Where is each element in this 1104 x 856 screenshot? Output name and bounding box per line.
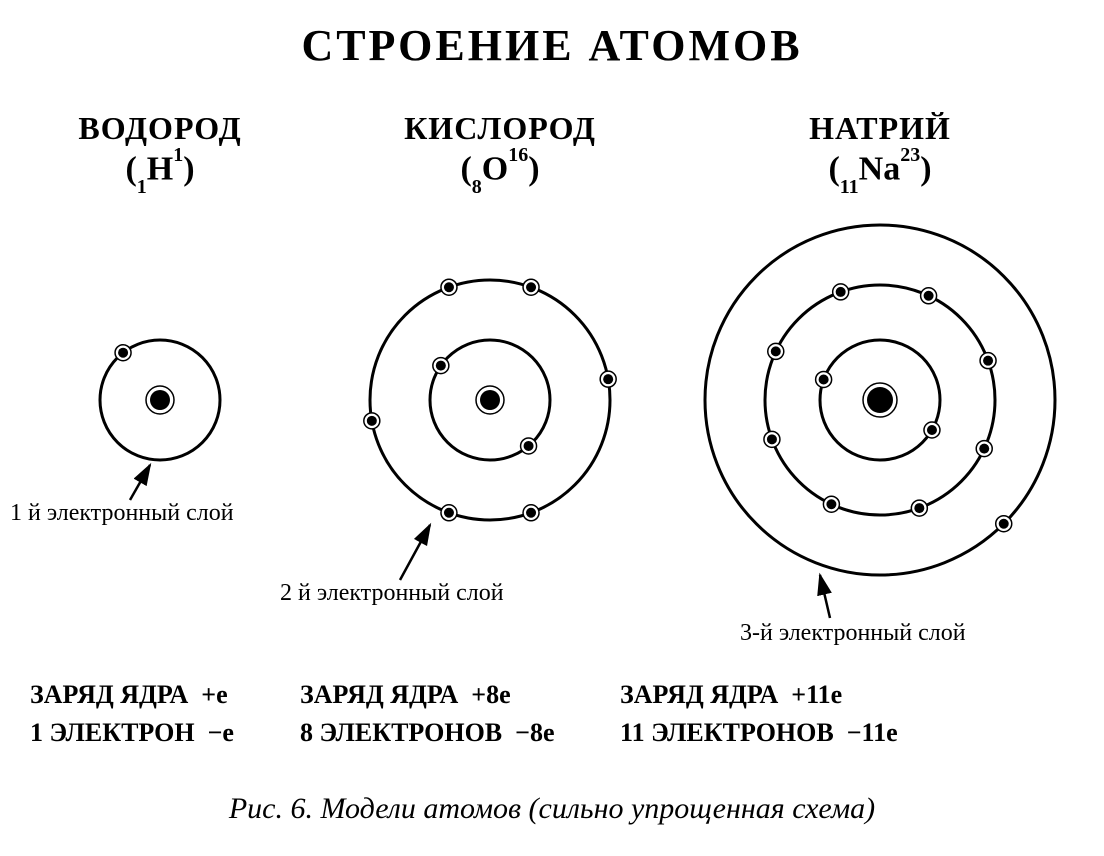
charge-hydrogen: ЗАРЯД ЯДРА +e — [30, 680, 228, 710]
charge-oxygen: ЗАРЯД ЯДРА +8e — [300, 680, 511, 710]
shell-label-2: 2 й электронный слой — [280, 580, 504, 607]
electrons-oxygen: 8 ЭЛЕКТРОНОВ −8e — [300, 718, 555, 748]
charge-sodium: ЗАРЯД ЯДРА +11e — [620, 680, 842, 710]
electrons-sodium: 11 ЭЛЕКТРОНОВ −11e — [620, 718, 898, 748]
shell-label-1: 1 й электронный слой — [10, 500, 234, 527]
electrons-hydrogen: 1 ЭЛЕКТРОН −e — [30, 718, 234, 748]
figure-caption: Рис. 6. Модели атомов (сильно упрощенная… — [0, 792, 1104, 826]
page: СТРОЕНИЕ АТОМОВ ВОДОРОД (1H1) КИСЛОРОД (… — [0, 0, 1104, 856]
shell-label-3: 3-й электронный слой — [740, 620, 966, 647]
